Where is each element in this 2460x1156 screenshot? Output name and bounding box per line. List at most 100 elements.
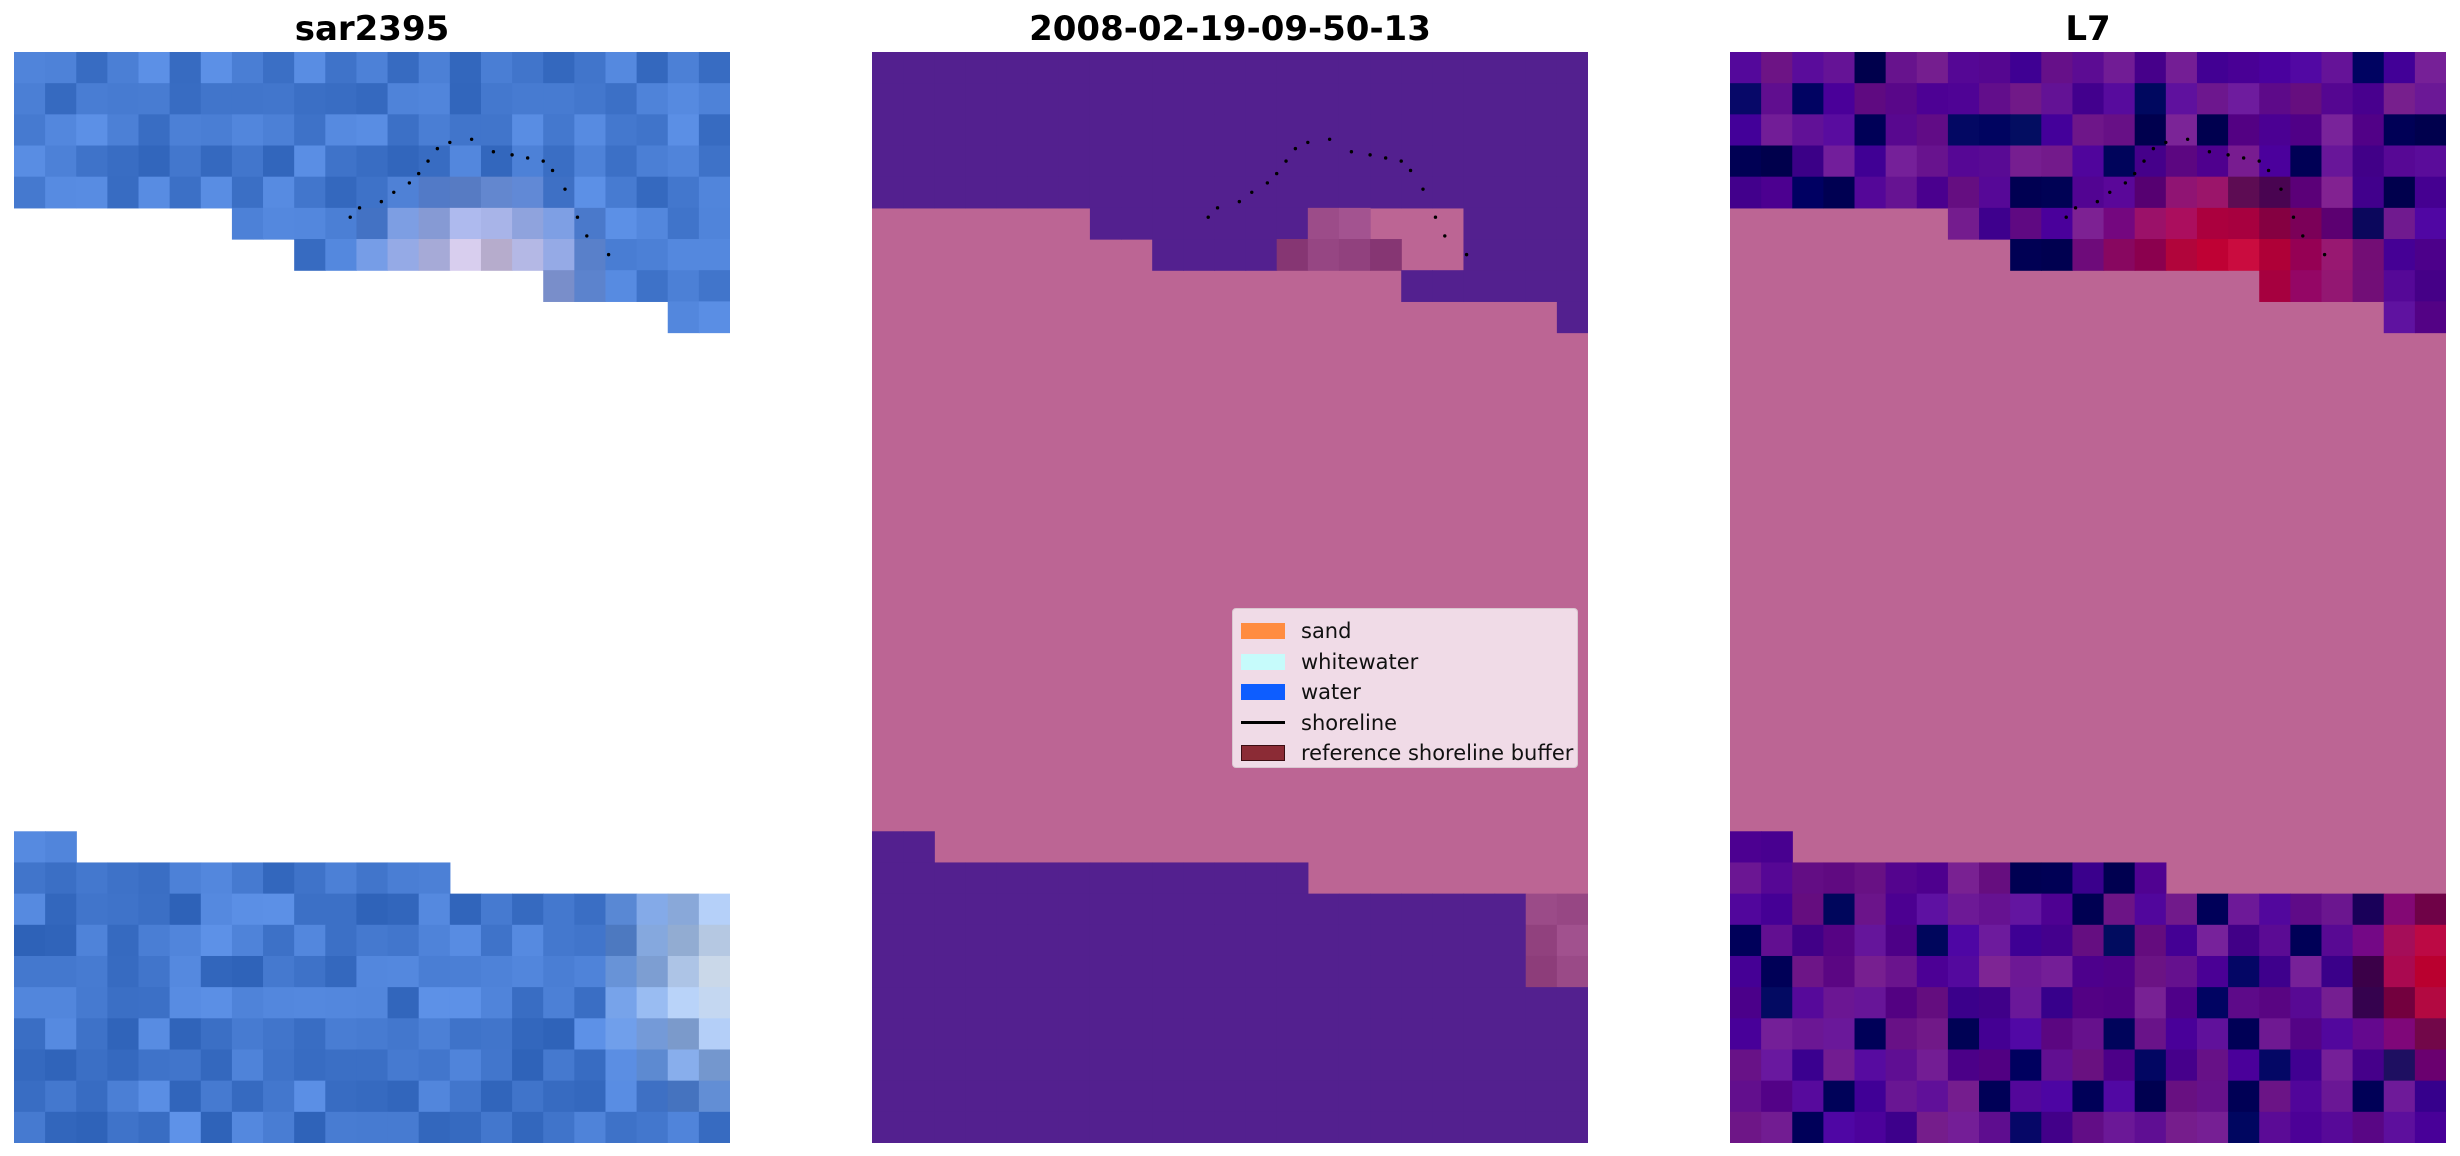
sar-pixel <box>387 114 420 147</box>
sar-pixel <box>605 52 638 84</box>
water-pixel <box>1276 1018 1309 1051</box>
shoreline-point <box>2291 215 2296 219</box>
sar-pixel <box>325 893 358 926</box>
water-pixel <box>1494 239 1527 271</box>
legend-label-shoreline: shoreline <box>1301 710 1398 735</box>
water-pixel <box>1525 1018 1558 1051</box>
index-pixel <box>2259 270 2291 302</box>
water-pixel <box>1401 176 1433 209</box>
index-pixel <box>1947 987 1980 1019</box>
shoreline-point <box>2064 215 2068 219</box>
index-pixel <box>2010 893 2042 926</box>
sar-pixel <box>325 862 358 895</box>
index-pixel <box>2414 893 2446 926</box>
sar-pixel <box>138 52 171 84</box>
shoreline-point <box>1327 137 1332 141</box>
water-pixel <box>1214 52 1247 84</box>
water-pixel <box>1307 52 1340 84</box>
sar-pixel <box>294 893 326 926</box>
water-pixel <box>1245 987 1278 1019</box>
index-pixel <box>2103 145 2136 178</box>
index-pixel <box>2383 239 2416 271</box>
water-pixel <box>1401 1049 1433 1082</box>
water-pixel <box>1463 1080 1496 1113</box>
index-pixel <box>2228 1111 2260 1143</box>
water-pixel <box>1183 207 1216 240</box>
sar-pixel <box>138 83 171 115</box>
index-pixel <box>2196 114 2229 147</box>
sar-pixel <box>294 52 326 84</box>
sar-pixel <box>169 1080 202 1113</box>
water-pixel <box>996 862 1029 895</box>
index-pixel <box>2134 955 2167 988</box>
water-pixel <box>1401 1080 1433 1113</box>
sar-pixel <box>14 1049 46 1082</box>
shallow-pixel <box>1525 955 1558 988</box>
water-pixel <box>1027 1111 1060 1143</box>
sar-pixel <box>667 145 700 178</box>
index-pixel <box>2072 955 2105 988</box>
sar-pixel <box>449 1111 482 1143</box>
index-pixel <box>2352 924 2385 957</box>
water-pixel <box>1121 955 1153 988</box>
sar-pixel <box>387 862 420 895</box>
index-pixel <box>1916 955 1949 988</box>
sar-pixel <box>418 145 451 178</box>
index-pixel <box>2072 114 2105 147</box>
water-pixel <box>1432 1049 1465 1082</box>
water-pixel <box>934 1111 966 1143</box>
index-pixel <box>2134 987 2167 1019</box>
index-pixel <box>1885 145 1918 178</box>
water-pixel <box>903 52 935 84</box>
water-pixel <box>1307 83 1340 115</box>
index-pixel <box>2072 207 2105 240</box>
index-pixel <box>1947 1018 1980 1051</box>
index-pixel <box>2321 955 2354 988</box>
index-pixel <box>1792 114 1824 147</box>
shoreline-point <box>1250 190 1254 194</box>
index-pixel <box>1823 862 1856 895</box>
index-pixel <box>2165 1111 2198 1143</box>
shoreline-point <box>2241 156 2246 160</box>
water-pixel <box>1276 1080 1309 1113</box>
shoreline-point <box>1399 159 1403 163</box>
sar-pixel <box>512 893 544 926</box>
index-pixel <box>2165 955 2198 988</box>
legend-label-whitewater: whitewater <box>1301 649 1419 674</box>
index-pixel <box>2041 207 2074 240</box>
water-pixel <box>1152 1049 1184 1082</box>
water-pixel <box>1245 239 1278 271</box>
sar-pixel <box>138 987 171 1019</box>
index-pixel <box>1854 987 1887 1019</box>
sar-pixel <box>14 176 46 209</box>
water-pixel <box>965 1049 998 1082</box>
index-pixel <box>1854 52 1887 84</box>
sar-pixel <box>45 831 77 864</box>
index-pixel <box>2072 83 2105 115</box>
water-pixel <box>1027 955 1060 988</box>
sar-pixel <box>667 114 700 147</box>
water-pixel <box>903 1049 935 1082</box>
index-pixel <box>2196 1080 2229 1113</box>
index-pixel <box>2228 1049 2260 1082</box>
sar-pixel <box>636 1080 669 1113</box>
shoreline-point <box>392 190 396 194</box>
index-pixel <box>1885 955 1918 988</box>
index-pixel <box>2196 207 2229 240</box>
water-pixel <box>1525 114 1558 147</box>
index-pixel <box>2321 1080 2354 1113</box>
sar-pixel <box>605 176 638 209</box>
water-pixel <box>1058 924 1091 957</box>
index-pixel <box>1823 924 1856 957</box>
classification-image <box>872 52 1588 1143</box>
water-pixel <box>1401 1018 1433 1051</box>
sar-pixel <box>387 1049 420 1082</box>
sar-pixel <box>698 176 730 209</box>
index-pixel <box>2352 207 2385 240</box>
water-pixel <box>1089 176 1122 209</box>
index-pixel <box>2041 52 2074 84</box>
sar-pixel <box>76 987 108 1019</box>
water-pixel <box>996 1111 1029 1143</box>
index-pixel <box>2041 955 2074 988</box>
water-pixel <box>1276 1049 1309 1082</box>
